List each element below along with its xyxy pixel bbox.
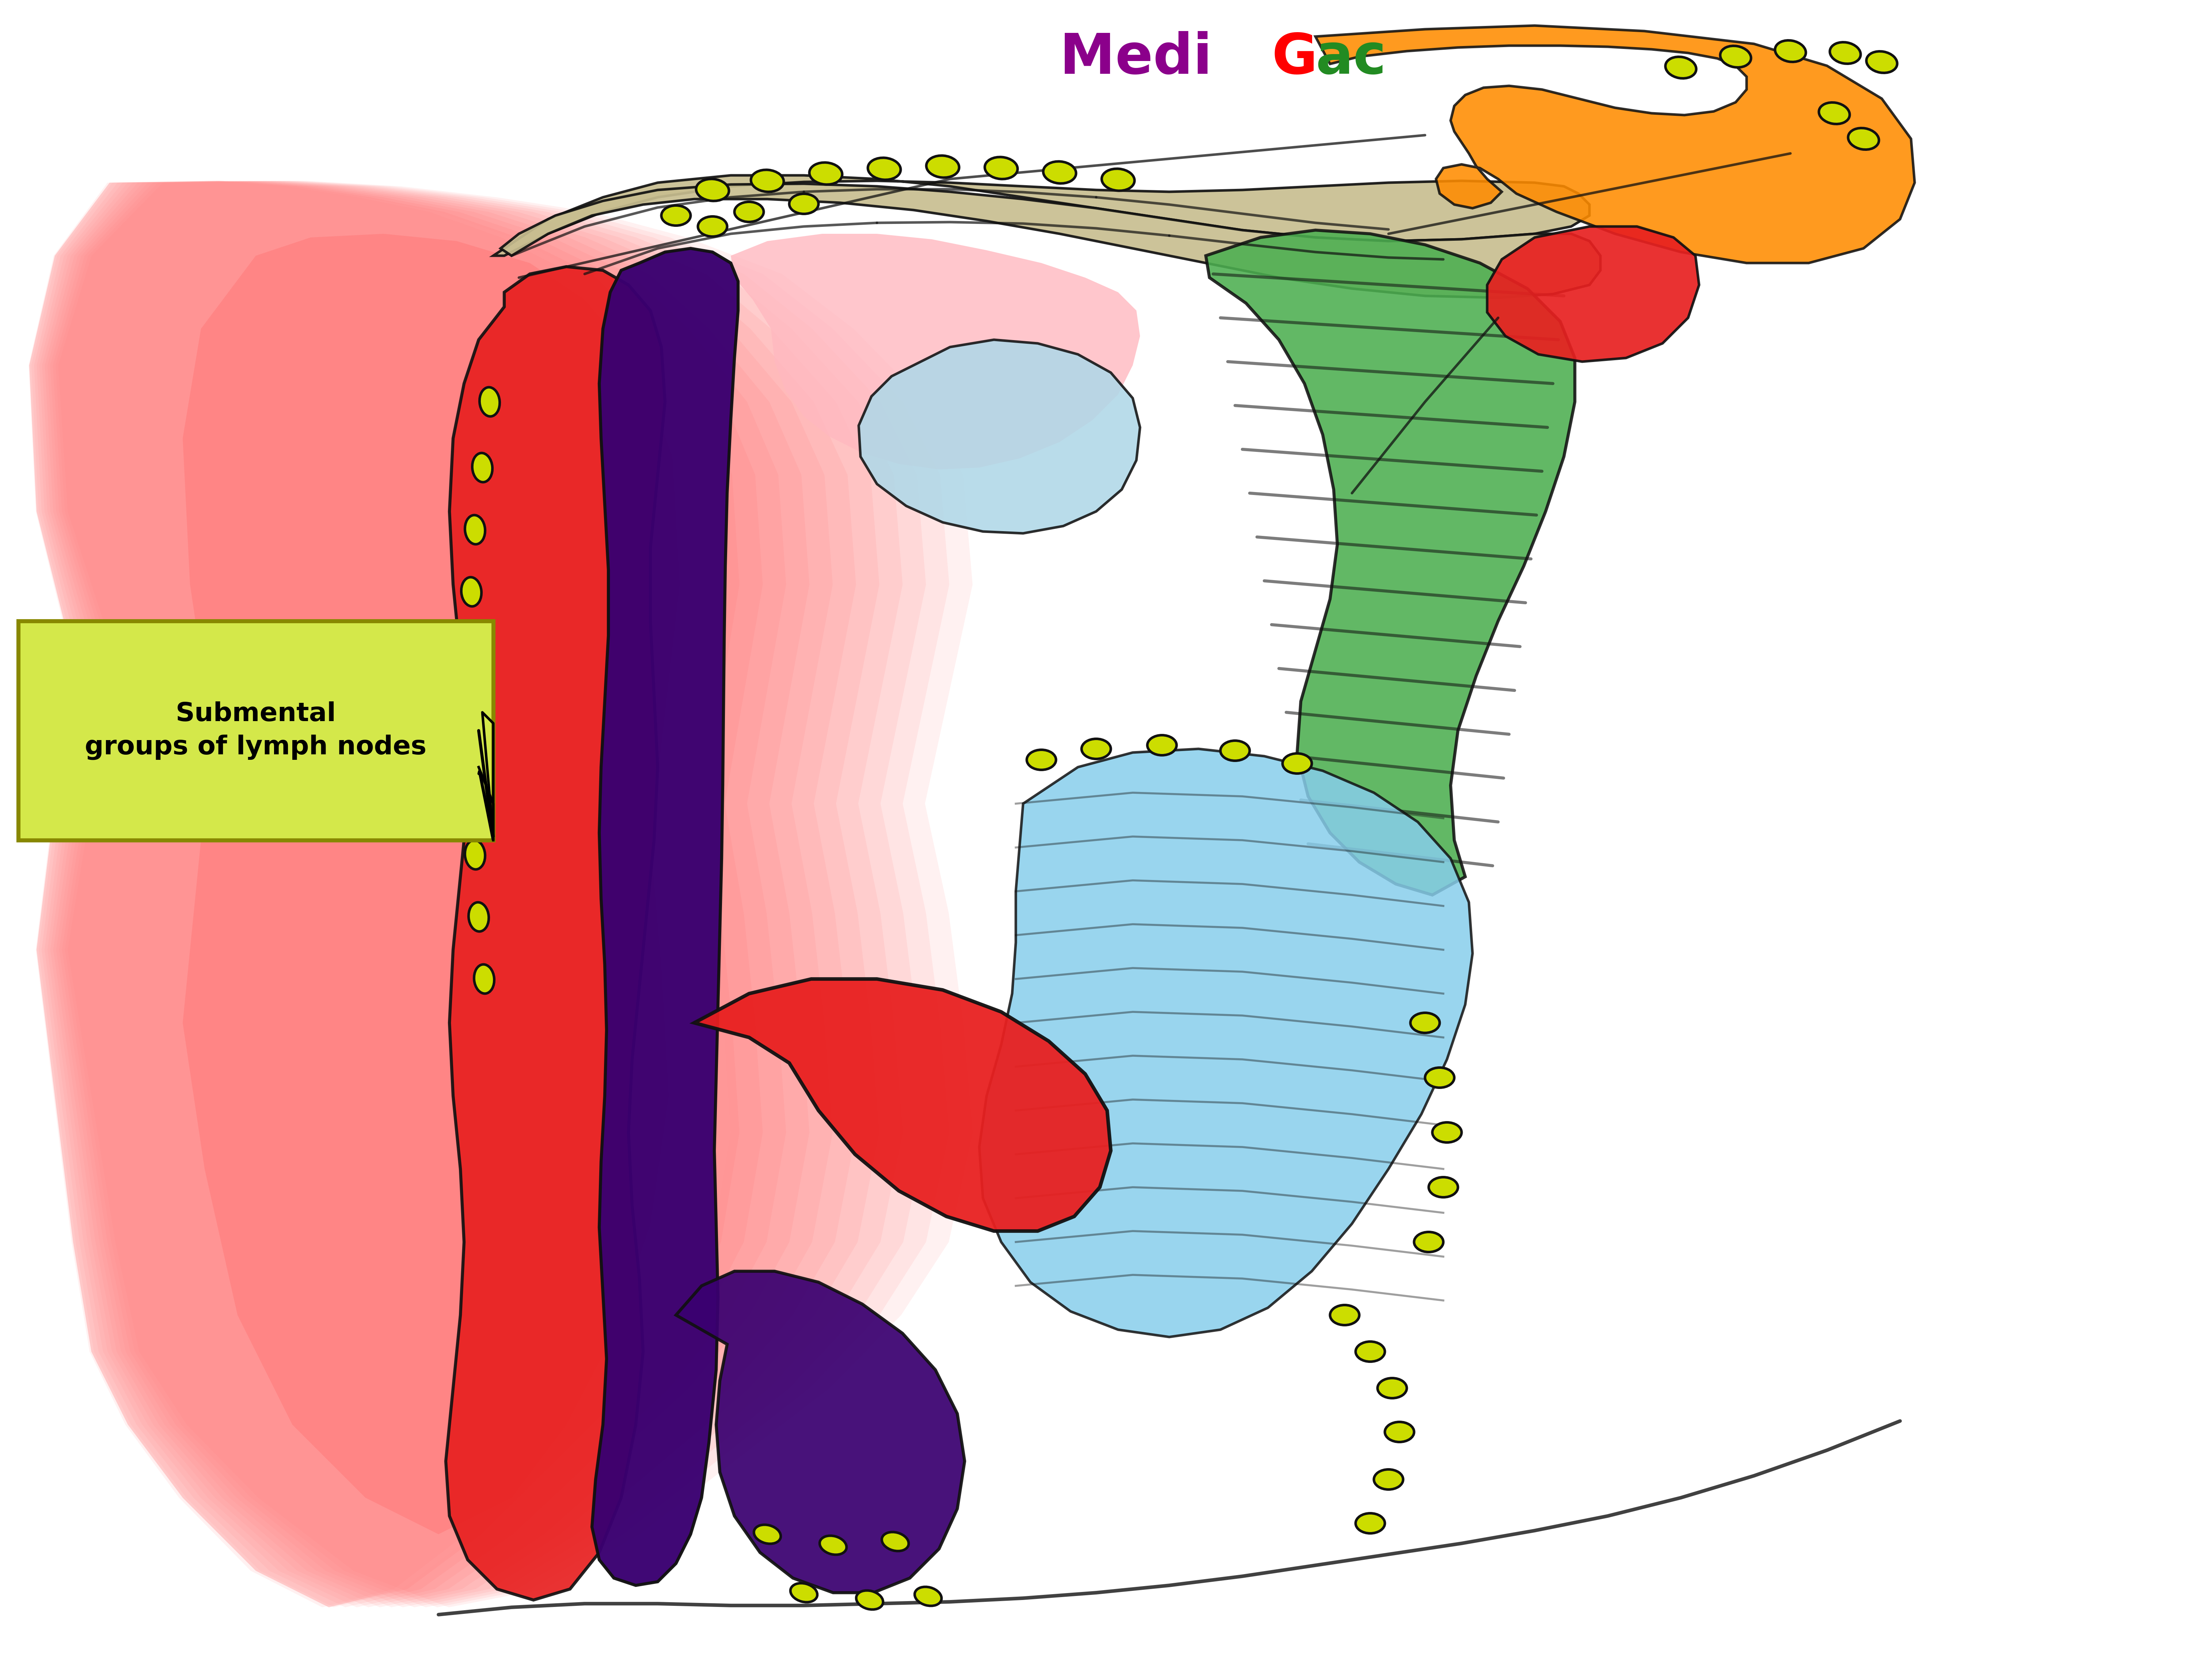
Ellipse shape <box>469 902 489 931</box>
Polygon shape <box>730 234 1140 469</box>
Polygon shape <box>28 181 717 1608</box>
Ellipse shape <box>1409 1013 1440 1033</box>
Ellipse shape <box>465 516 484 544</box>
Ellipse shape <box>460 774 482 803</box>
Ellipse shape <box>1282 753 1311 773</box>
Text: G: G <box>1271 32 1317 86</box>
Ellipse shape <box>734 202 763 222</box>
Polygon shape <box>1206 230 1574 895</box>
Polygon shape <box>37 181 787 1608</box>
Polygon shape <box>50 181 903 1608</box>
Polygon shape <box>592 249 739 1586</box>
Ellipse shape <box>1830 42 1861 64</box>
Polygon shape <box>55 181 949 1608</box>
Ellipse shape <box>1666 57 1697 79</box>
Ellipse shape <box>984 156 1017 180</box>
Ellipse shape <box>791 1583 818 1603</box>
Ellipse shape <box>1043 161 1076 183</box>
Ellipse shape <box>1026 749 1057 769</box>
Ellipse shape <box>1431 1122 1462 1142</box>
Polygon shape <box>980 749 1473 1337</box>
Polygon shape <box>445 267 664 1599</box>
Polygon shape <box>42 181 833 1608</box>
Ellipse shape <box>1331 1305 1359 1326</box>
Polygon shape <box>44 181 857 1608</box>
Ellipse shape <box>914 1588 943 1606</box>
Text: Medi: Medi <box>1059 32 1212 86</box>
Ellipse shape <box>1374 1470 1403 1490</box>
Ellipse shape <box>1429 1178 1458 1198</box>
Ellipse shape <box>697 180 730 202</box>
Ellipse shape <box>809 163 842 185</box>
FancyBboxPatch shape <box>18 622 493 840</box>
Polygon shape <box>695 979 1111 1231</box>
Ellipse shape <box>1377 1378 1407 1398</box>
Ellipse shape <box>927 156 960 178</box>
Ellipse shape <box>697 217 728 237</box>
Polygon shape <box>1486 227 1699 361</box>
Ellipse shape <box>460 578 482 606</box>
Text: ac: ac <box>1315 32 1385 86</box>
Ellipse shape <box>868 158 901 180</box>
Ellipse shape <box>1385 1421 1414 1441</box>
Ellipse shape <box>480 388 500 417</box>
Ellipse shape <box>820 1536 846 1554</box>
Text: Submental
groups of lymph nodes: Submental groups of lymph nodes <box>85 701 427 759</box>
Ellipse shape <box>662 205 690 225</box>
Polygon shape <box>859 339 1140 533</box>
Ellipse shape <box>1146 736 1177 756</box>
Polygon shape <box>48 181 879 1608</box>
Ellipse shape <box>460 709 480 738</box>
Polygon shape <box>182 234 680 1534</box>
Ellipse shape <box>1848 128 1879 150</box>
Ellipse shape <box>1776 40 1806 62</box>
Ellipse shape <box>473 964 493 993</box>
Ellipse shape <box>881 1532 910 1551</box>
Polygon shape <box>39 181 809 1608</box>
Ellipse shape <box>1103 168 1135 192</box>
Ellipse shape <box>465 840 484 869</box>
Polygon shape <box>31 181 739 1608</box>
Polygon shape <box>500 183 1600 297</box>
Ellipse shape <box>1425 1067 1453 1087</box>
Ellipse shape <box>1355 1514 1385 1534</box>
Polygon shape <box>675 1272 964 1593</box>
Ellipse shape <box>857 1591 883 1609</box>
Ellipse shape <box>754 1525 780 1544</box>
Polygon shape <box>53 181 925 1608</box>
Ellipse shape <box>1221 741 1249 761</box>
Polygon shape <box>493 175 1589 255</box>
Ellipse shape <box>1081 739 1111 759</box>
Ellipse shape <box>471 454 493 482</box>
Ellipse shape <box>1721 45 1751 67</box>
Ellipse shape <box>1355 1342 1385 1362</box>
Polygon shape <box>59 181 973 1608</box>
Ellipse shape <box>460 643 480 672</box>
Ellipse shape <box>1819 102 1850 124</box>
Polygon shape <box>35 181 763 1608</box>
Ellipse shape <box>1414 1231 1442 1252</box>
Polygon shape <box>1315 25 1914 264</box>
Polygon shape <box>28 181 730 1608</box>
Ellipse shape <box>789 193 818 213</box>
Ellipse shape <box>752 170 785 192</box>
Ellipse shape <box>1865 52 1898 72</box>
